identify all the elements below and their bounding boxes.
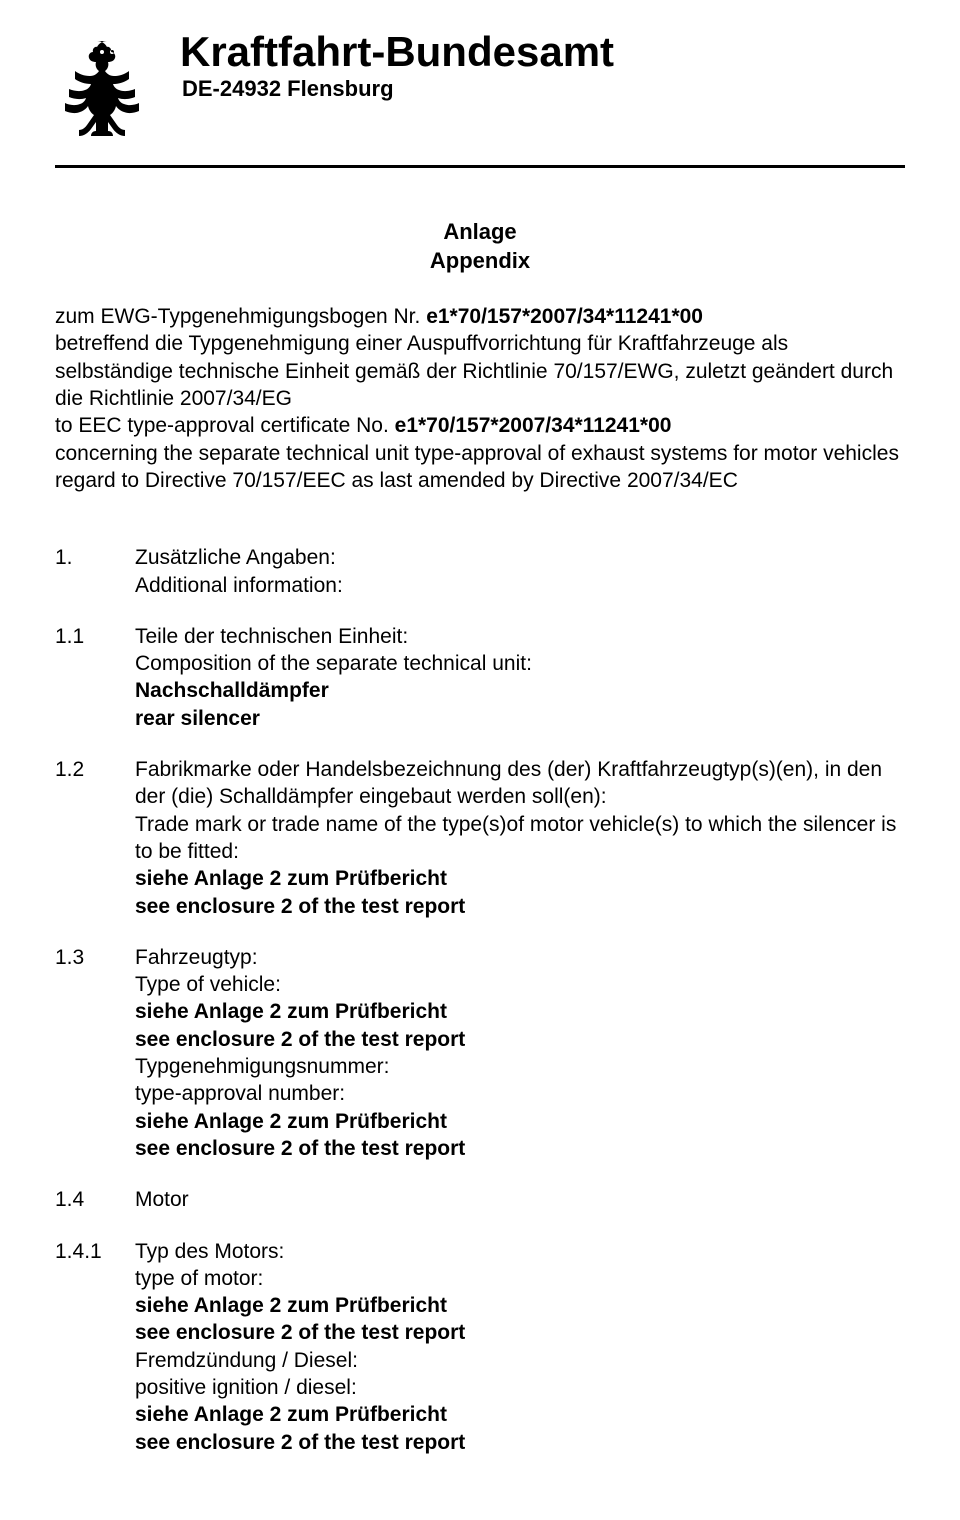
letterhead-text: Kraftfahrt-Bundesamt DE-24932 Flensburg: [180, 30, 905, 102]
intro-number: e1*70/157*2007/34*11241*00: [426, 305, 703, 328]
letterhead: Kraftfahrt-Bundesamt DE-24932 Flensburg: [55, 30, 905, 151]
item-body: Teile der technischen Einheit:Compositio…: [135, 623, 905, 732]
item-row: 1.4Motor: [55, 1186, 905, 1213]
item-row: 1.Zusätzliche Angaben:Additional informa…: [55, 544, 905, 599]
item-line: see enclosure 2 of the test report: [135, 893, 905, 920]
organization-address: DE-24932 Flensburg: [182, 76, 905, 102]
item-number: 1.3: [55, 944, 135, 1162]
item-line: siehe Anlage 2 zum Prüfbericht: [135, 998, 905, 1025]
item-body: Motor: [135, 1186, 905, 1213]
item-line: siehe Anlage 2 zum Prüfbericht: [135, 1108, 905, 1135]
intro-en-body: concerning the separate technical unit t…: [55, 442, 899, 492]
item-line: siehe Anlage 2 zum Prüfbericht: [135, 1292, 905, 1319]
item-line: Typgenehmigungsnummer:: [135, 1053, 905, 1080]
item-body: Fahrzeugtyp:Type of vehicle:siehe Anlage…: [135, 944, 905, 1162]
item-body: Fabrikmarke oder Handelsbezeichnung des …: [135, 756, 905, 920]
item-number: 1.1: [55, 623, 135, 732]
appendix-heading: Anlage Appendix: [55, 218, 905, 275]
item-line: positive ignition / diesel:: [135, 1374, 905, 1401]
item-number: 1.4: [55, 1186, 135, 1213]
bundesadler-icon: [55, 36, 160, 151]
item-line: see enclosure 2 of the test report: [135, 1135, 905, 1162]
appendix-en: Appendix: [55, 247, 905, 276]
document-page: Kraftfahrt-Bundesamt DE-24932 Flensburg …: [0, 0, 960, 1520]
item-line: rear silencer: [135, 705, 905, 732]
item-row: 1.4.1Typ des Motors:type of motor:siehe …: [55, 1238, 905, 1456]
item-body: Zusätzliche Angaben:Additional informati…: [135, 544, 905, 599]
item-line: type-approval number:: [135, 1080, 905, 1107]
item-line: see enclosure 2 of the test report: [135, 1026, 905, 1053]
item-line: Composition of the separate technical un…: [135, 650, 905, 677]
item-row: 1.3Fahrzeugtyp:Type of vehicle:siehe Anl…: [55, 944, 905, 1162]
intro-en-prefix: to EEC type-approval certificate No.: [55, 414, 395, 437]
item-line: Zusätzliche Angaben:: [135, 544, 905, 571]
item-row: 1.1Teile der technischen Einheit:Composi…: [55, 623, 905, 732]
header-rule: [55, 165, 905, 168]
item-line: Fabrikmarke oder Handelsbezeichnung des …: [135, 756, 905, 811]
item-line: Fremdzündung / Diesel:: [135, 1347, 905, 1374]
numbered-items: 1.Zusätzliche Angaben:Additional informa…: [55, 544, 905, 1456]
item-number: 1.4.1: [55, 1238, 135, 1456]
intro-paragraph: zum EWG-Typgenehmigungsbogen Nr. e1*70/1…: [55, 303, 905, 494]
item-line: Typ des Motors:: [135, 1238, 905, 1265]
item-row: 1.2Fabrikmarke oder Handelsbezeichnung d…: [55, 756, 905, 920]
item-line: Trade mark or trade name of the type(s)o…: [135, 811, 905, 866]
item-line: see enclosure 2 of the test report: [135, 1429, 905, 1456]
intro-de-body: betreffend die Typgenehmigung einer Ausp…: [55, 332, 893, 410]
item-line: Fahrzeugtyp:: [135, 944, 905, 971]
item-line: see enclosure 2 of the test report: [135, 1319, 905, 1346]
organization-name: Kraftfahrt-Bundesamt: [180, 30, 905, 74]
item-line: siehe Anlage 2 zum Prüfbericht: [135, 1401, 905, 1428]
item-number: 1.2: [55, 756, 135, 920]
item-line: Teile der technischen Einheit:: [135, 623, 905, 650]
item-line: Additional information:: [135, 572, 905, 599]
item-line: Nachschalldämpfer: [135, 677, 905, 704]
item-line: siehe Anlage 2 zum Prüfbericht: [135, 865, 905, 892]
item-line: Type of vehicle:: [135, 971, 905, 998]
item-number: 1.: [55, 544, 135, 599]
item-line: Motor: [135, 1186, 905, 1213]
item-body: Typ des Motors:type of motor:siehe Anlag…: [135, 1238, 905, 1456]
intro-en-number: e1*70/157*2007/34*11241*00: [395, 414, 672, 437]
intro-de-prefix: zum EWG-Typgenehmigungsbogen Nr.: [55, 305, 426, 328]
item-line: type of motor:: [135, 1265, 905, 1292]
appendix-de: Anlage: [55, 218, 905, 247]
